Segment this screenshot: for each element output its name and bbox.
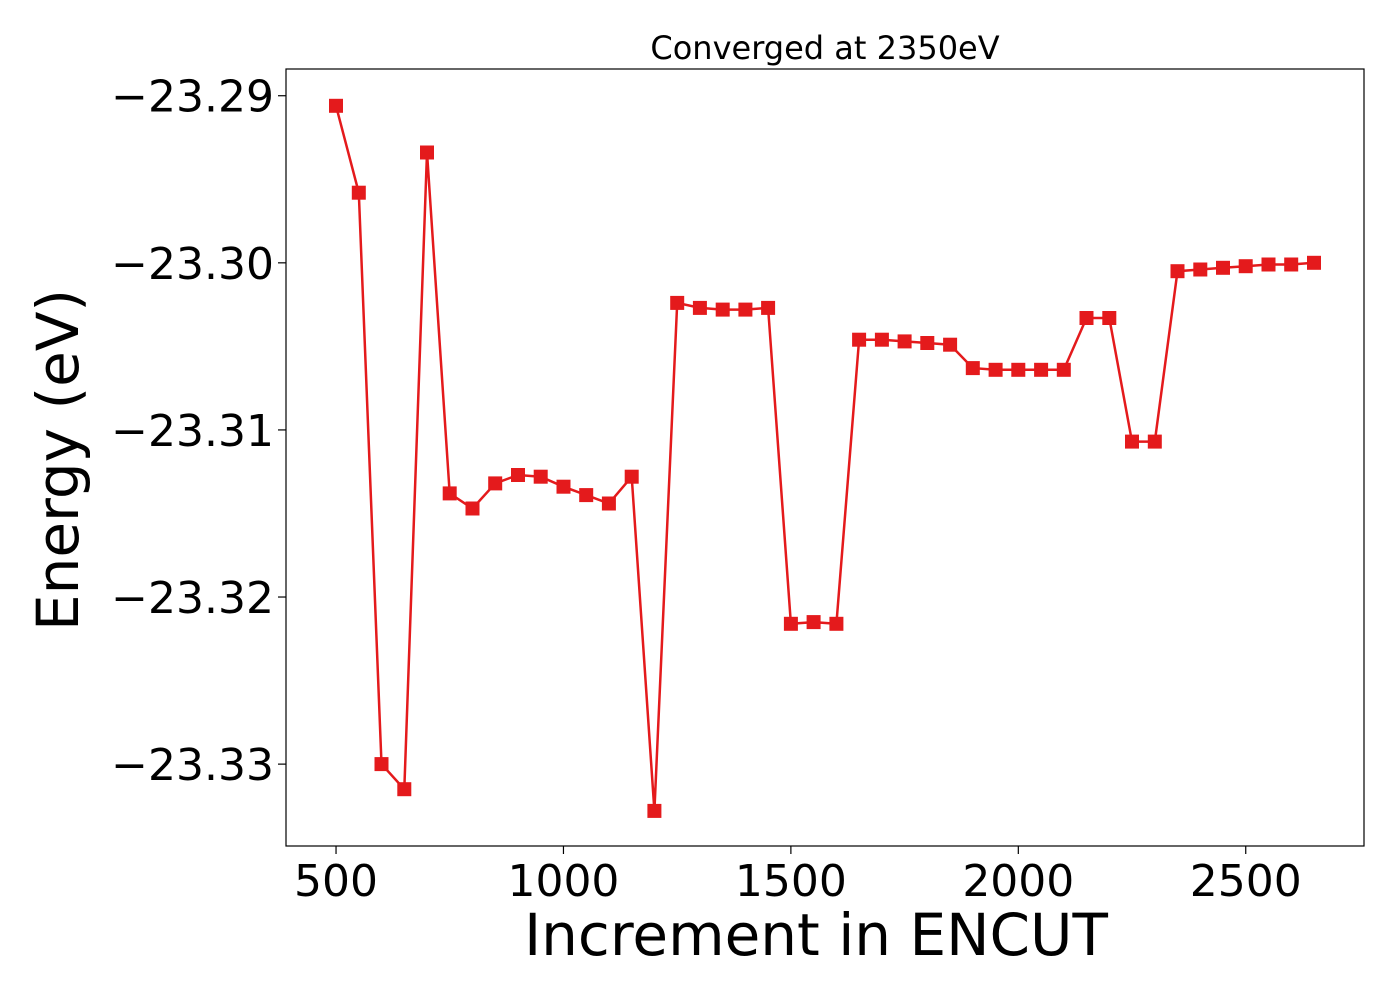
y-tick-label: −23.32: [111, 573, 274, 624]
data-point: [761, 300, 776, 315]
data-point: [897, 334, 912, 349]
y-tick-label: −23.29: [111, 72, 274, 123]
data-point: [806, 615, 821, 630]
data-point: [715, 302, 730, 317]
y-tick-label: −23.30: [111, 239, 274, 290]
data-point: [1307, 255, 1321, 270]
data-point: [852, 332, 867, 347]
data-point: [1079, 311, 1094, 325]
y-axis: −23.29 −23.30 −23.31 −23.32 −23.33: [111, 72, 286, 791]
data-point: [1056, 362, 1071, 377]
data-point: [533, 469, 548, 484]
x-tick-label: 500: [294, 856, 378, 907]
series-markers: [329, 98, 1321, 818]
x-axis: 500 1000 1500 2000 2500: [294, 846, 1302, 907]
data-point: [1125, 434, 1139, 449]
x-axis-label: Increment in ENCUT: [524, 901, 1108, 969]
data-point: [1261, 257, 1276, 272]
data-point: [670, 295, 685, 310]
data-point: [1147, 434, 1162, 449]
x-tick-label: 2000: [962, 856, 1074, 907]
y-tick-label: −23.31: [111, 406, 274, 457]
chart-title: Converged at 2350eV: [650, 29, 999, 67]
data-point: [647, 803, 662, 818]
data-point: [1284, 257, 1299, 272]
data-point: [488, 476, 503, 491]
data-point: [329, 98, 343, 113]
data-point: [579, 488, 594, 503]
data-point: [920, 336, 935, 350]
data-point: [1193, 262, 1208, 277]
data-point: [374, 757, 389, 772]
data-point: [511, 468, 525, 482]
y-tick-label: −23.33: [111, 740, 274, 791]
data-point: [988, 362, 1003, 377]
data-point: [783, 616, 798, 631]
data-point: [738, 302, 753, 317]
data-point: [1011, 362, 1026, 377]
data-point: [1216, 260, 1230, 275]
data-point: [465, 501, 480, 516]
data-point: [556, 479, 571, 494]
data-point: [420, 145, 434, 160]
data-point: [829, 616, 844, 631]
data-point: [1170, 264, 1185, 279]
data-point: [874, 332, 889, 347]
data-point: [1102, 311, 1117, 325]
data-point: [624, 469, 639, 484]
x-tick-label: 2500: [1190, 856, 1302, 907]
data-point: [601, 496, 616, 511]
data-point: [397, 782, 412, 797]
data-point: [1034, 362, 1049, 377]
x-tick-label: 1000: [507, 856, 619, 907]
data-point: [692, 300, 707, 315]
plot-frame: [285, 68, 1365, 847]
data-point: [943, 337, 958, 352]
data-point: [351, 185, 366, 200]
data-point: [965, 361, 980, 376]
y-axis-label: Energy (eV): [24, 289, 92, 631]
x-tick-label: 1500: [735, 856, 847, 907]
data-point: [442, 486, 457, 501]
data-point: [1238, 259, 1253, 274]
